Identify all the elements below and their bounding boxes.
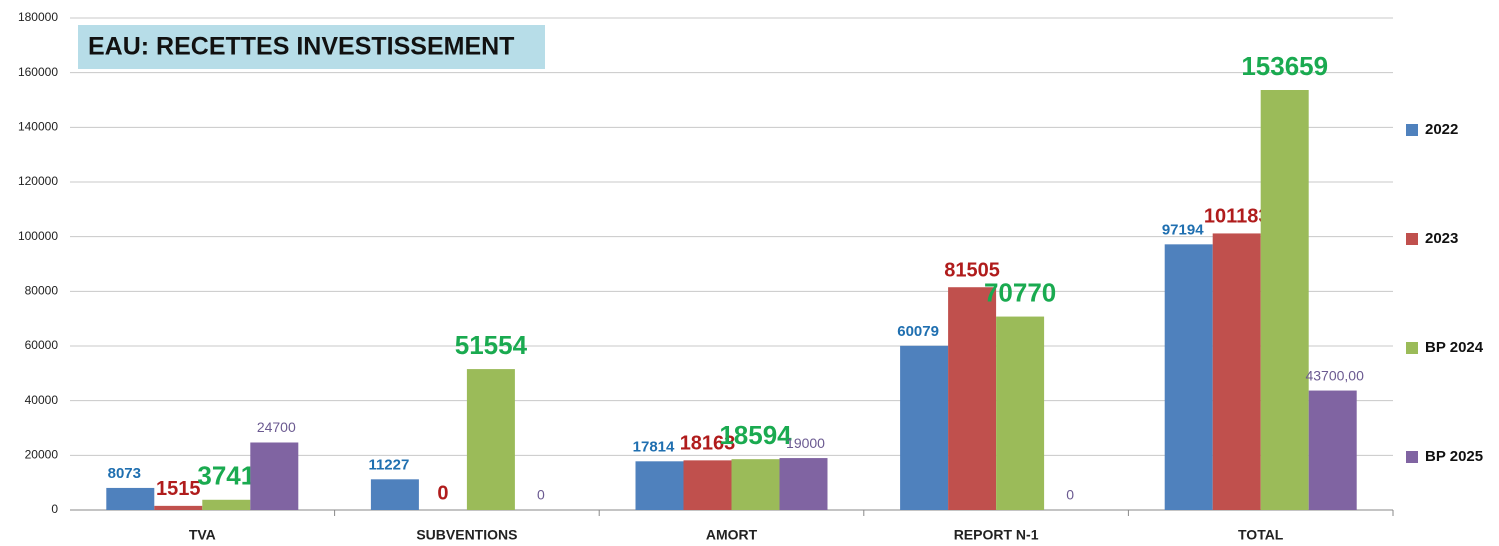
x-tick-label: TOTAL	[1238, 527, 1284, 543]
value-label: 24700	[257, 419, 296, 435]
bar	[466, 369, 515, 510]
bar	[635, 461, 684, 510]
bar	[1308, 390, 1357, 510]
value-label: 1515	[156, 478, 201, 500]
y-tick-label: 60000	[25, 338, 59, 352]
title-box	[78, 25, 545, 69]
value-label: 97194	[1162, 221, 1204, 238]
value-label: 0	[537, 487, 545, 503]
x-tick-label: REPORT N-1	[954, 527, 1039, 543]
legend-label: BP 2024	[1425, 339, 1484, 356]
x-tick-label: SUBVENTIONS	[416, 527, 517, 543]
bar	[106, 487, 155, 510]
bar	[996, 316, 1045, 510]
value-label: 0	[437, 482, 448, 504]
value-label: 43700,00	[1305, 367, 1364, 383]
bar	[370, 479, 419, 510]
value-label: 18163	[680, 433, 736, 455]
y-tick-label: 100000	[18, 229, 58, 243]
bar	[1260, 89, 1309, 511]
x-tick-label: TVA	[189, 527, 216, 543]
bar	[202, 499, 251, 510]
legend-label: 2023	[1425, 230, 1458, 247]
legend-swatch	[1406, 451, 1418, 463]
y-tick-label: 140000	[18, 120, 58, 134]
x-tick-label: AMORT	[706, 527, 758, 543]
value-label: 60079	[897, 323, 939, 340]
legend-swatch	[1406, 124, 1418, 136]
value-label: 3741	[197, 461, 255, 491]
value-label: 70770	[984, 277, 1056, 307]
value-label: 153659	[1241, 51, 1328, 81]
bar	[1164, 244, 1213, 510]
legend-swatch	[1406, 342, 1418, 354]
y-tick-label: 80000	[25, 284, 59, 298]
value-label: 0	[1066, 487, 1074, 503]
bar	[683, 460, 732, 510]
bar	[900, 345, 949, 510]
y-tick-label: 120000	[18, 174, 58, 188]
value-label: 81505	[944, 260, 1000, 282]
chart-title: EAU: RECETTES INVESTISSEMENT	[88, 33, 514, 61]
bar	[1212, 233, 1261, 510]
value-label: 51554	[455, 330, 528, 360]
bar	[731, 459, 780, 510]
legend-label: BP 2025	[1425, 448, 1483, 465]
y-tick-label: 160000	[18, 65, 58, 79]
legend-swatch	[1406, 233, 1418, 245]
bar	[154, 505, 203, 510]
legend-label: 2022	[1425, 121, 1458, 138]
value-label: 8073	[108, 465, 141, 482]
value-label: 19000	[786, 435, 825, 451]
y-tick-label: 180000	[18, 10, 58, 24]
y-tick-label: 0	[51, 502, 58, 516]
value-label: 18594	[719, 420, 792, 450]
y-tick-label: 40000	[25, 393, 59, 407]
bar	[779, 458, 828, 510]
y-tick-label: 20000	[25, 448, 59, 462]
value-label: 11227	[368, 456, 409, 473]
value-label: 101183	[1204, 206, 1270, 228]
bar	[250, 442, 299, 510]
value-label: 17814	[633, 438, 675, 455]
bar	[948, 287, 997, 510]
